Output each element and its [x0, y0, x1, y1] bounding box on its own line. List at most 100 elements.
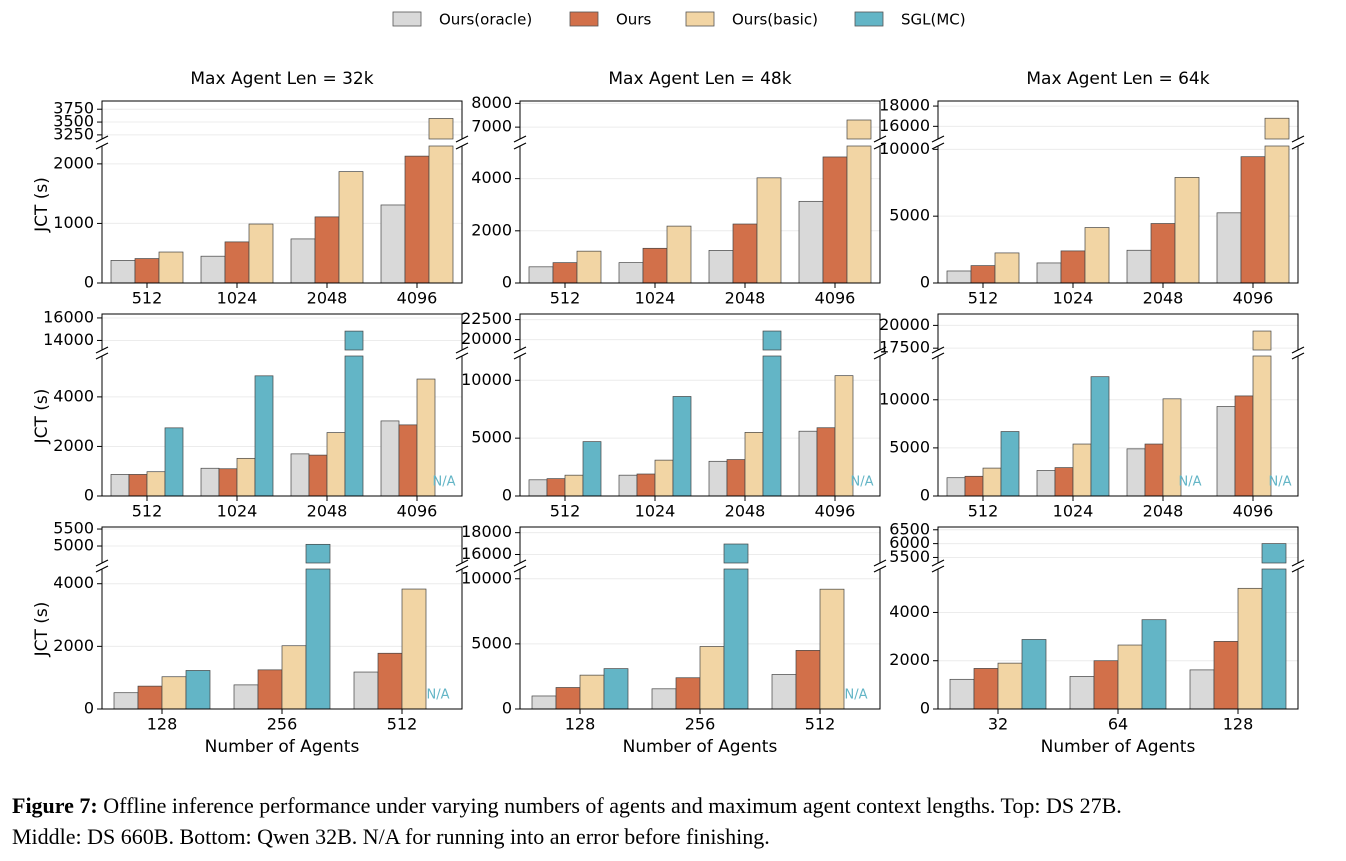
- axis-break: [95, 559, 109, 567]
- bar-upper: [1264, 117, 1290, 140]
- bar: [377, 652, 403, 710]
- bar: [218, 468, 238, 497]
- bar: [281, 645, 307, 710]
- legend-swatch: [854, 11, 884, 27]
- bar: [200, 467, 220, 497]
- y-tick-label: 22500: [461, 309, 512, 328]
- bar: [1021, 639, 1047, 710]
- axis-frame: [519, 100, 881, 139]
- bar: [1054, 467, 1074, 497]
- bar-upper: [1252, 330, 1272, 351]
- bar: [618, 474, 638, 497]
- bar-upper: [846, 119, 872, 140]
- y-tick-label: 0: [502, 699, 512, 718]
- bar: [636, 473, 656, 497]
- value-label: N/A: [1269, 475, 1292, 490]
- y-tick-label: 5000: [471, 428, 512, 447]
- y-tick-label: 4000: [53, 386, 94, 405]
- value-label: N/A: [433, 475, 456, 490]
- bar: [546, 478, 566, 497]
- axis-break: [1291, 135, 1305, 143]
- axis-break: [95, 135, 109, 143]
- bar: [822, 156, 848, 284]
- axis-break: [931, 346, 945, 354]
- axis-break: [455, 346, 469, 354]
- x-tick-label: 512: [805, 715, 836, 734]
- bar: [1126, 249, 1152, 284]
- x-tick-label: 512: [550, 289, 581, 308]
- axis-break: [513, 565, 527, 573]
- bar: [1093, 660, 1119, 710]
- axis-break: [95, 346, 109, 354]
- bar: [398, 424, 418, 497]
- y-tick-label: 4000: [53, 573, 94, 592]
- bar: [314, 216, 340, 284]
- bar: [618, 262, 644, 284]
- x-tick-label: 32: [988, 715, 1008, 734]
- legend-label: SGL(MC): [901, 11, 966, 29]
- bar: [528, 266, 554, 284]
- y-tick-label: 20000: [461, 329, 512, 348]
- bar: [137, 685, 163, 710]
- bar: [675, 677, 701, 710]
- y-tick-label: 0: [920, 273, 930, 292]
- axis-break: [931, 142, 945, 150]
- axis-break: [455, 559, 469, 567]
- legend-label: Ours(oracle): [439, 11, 532, 29]
- axis-break: [1291, 142, 1305, 150]
- bar: [666, 225, 692, 284]
- bar: [161, 676, 187, 710]
- bar: [326, 432, 346, 497]
- bar: [756, 177, 782, 284]
- axis-frame: [101, 100, 463, 139]
- bar: [380, 204, 406, 284]
- value-label: N/A: [1179, 475, 1202, 490]
- bar: [1234, 395, 1254, 497]
- axis-frame: [937, 526, 1299, 563]
- x-tick-label: 4096: [1233, 289, 1274, 308]
- x-axis-label: Number of Agents: [623, 737, 778, 757]
- panel-title: Max Agent Len = 48k: [608, 69, 791, 89]
- y-tick-label: 0: [502, 486, 512, 505]
- bar: [185, 670, 211, 710]
- legend-swatch: [392, 11, 422, 27]
- y-axis-label: JCT (s): [32, 389, 52, 445]
- y-tick-label: 1000: [53, 213, 94, 232]
- bar: [338, 171, 364, 284]
- y-tick-label: 0: [502, 273, 512, 292]
- y-tick-label: 2000: [889, 650, 930, 669]
- bar: [964, 475, 984, 497]
- bar: [290, 453, 310, 497]
- bar: [1141, 619, 1167, 710]
- axis-break: [873, 559, 887, 567]
- axis-break: [513, 142, 527, 150]
- legend-label: Ours: [616, 11, 651, 29]
- axis-break: [873, 352, 887, 360]
- bar: [699, 646, 725, 710]
- axis-frame: [101, 146, 463, 284]
- bar: [134, 258, 160, 284]
- x-tick-label: 512: [550, 502, 581, 521]
- x-tick-label: 2048: [725, 502, 766, 521]
- bar: [344, 355, 364, 497]
- y-axis-label: JCT (s): [32, 177, 52, 233]
- y-tick-label: 16000: [461, 544, 512, 563]
- x-tick-label: 4096: [1233, 502, 1274, 521]
- y-tick-label: 14000: [43, 330, 94, 349]
- bar: [819, 588, 845, 710]
- axis-frame: [101, 356, 463, 497]
- bar: [1261, 568, 1287, 710]
- caption-label: Figure 7:: [12, 793, 98, 818]
- x-tick-label: 256: [267, 715, 298, 734]
- x-tick-label: 64: [1108, 715, 1128, 734]
- x-tick-label: 1024: [635, 289, 676, 308]
- bar: [164, 427, 184, 497]
- y-tick-label: 10000: [461, 568, 512, 587]
- axis-break: [873, 142, 887, 150]
- caption-line: Figure 7: Offline inference performance …: [12, 793, 1122, 818]
- bar: [970, 265, 996, 284]
- y-tick-label: 5000: [53, 536, 94, 555]
- y-tick-label: 18000: [879, 96, 930, 115]
- bar: [1072, 443, 1092, 497]
- y-tick-label: 2000: [53, 153, 94, 172]
